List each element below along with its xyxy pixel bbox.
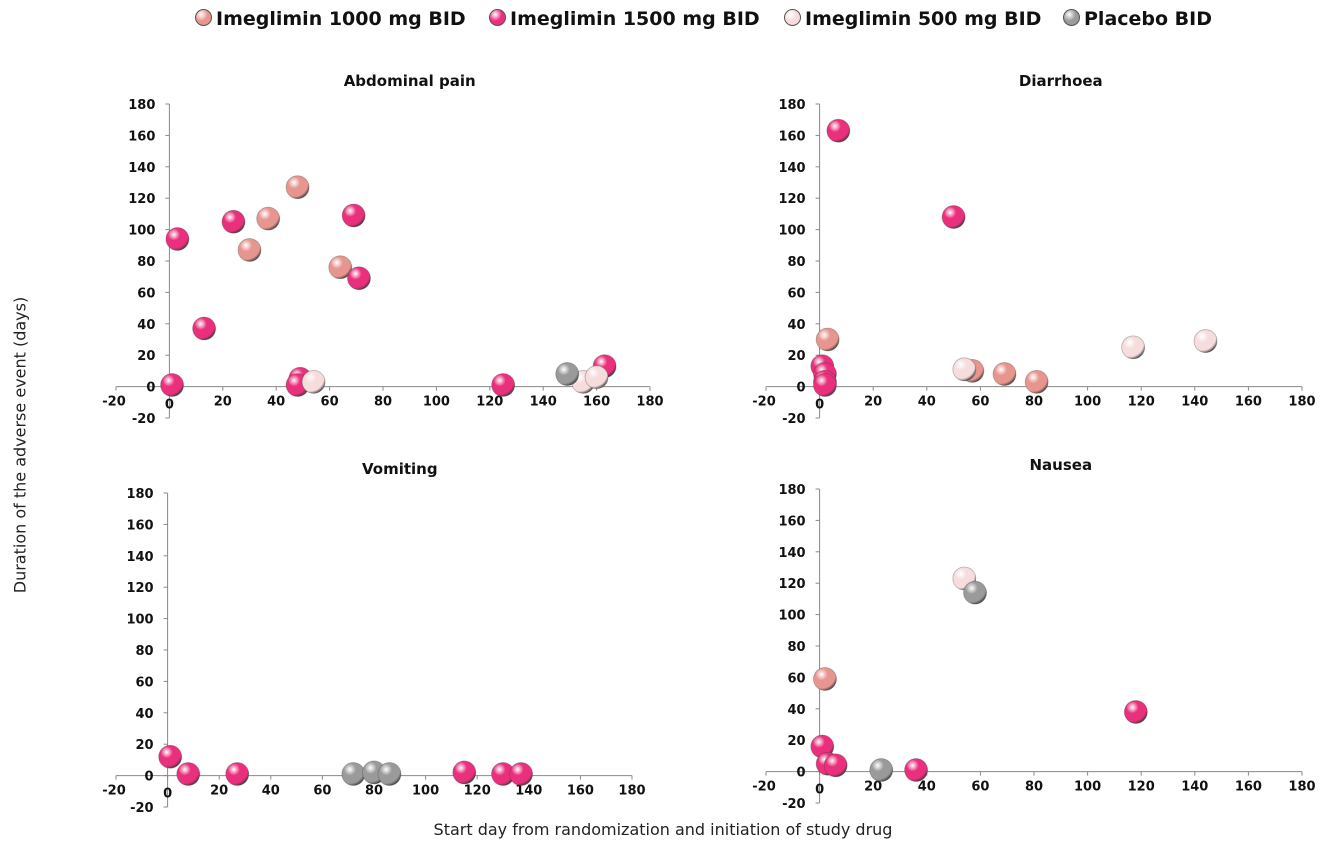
x-tick-label: -20 xyxy=(752,780,776,795)
point-imeglimin-1500-mg-bid xyxy=(905,759,928,782)
y-tick-label: 40 xyxy=(788,703,806,718)
x-tick-label: 180 xyxy=(1288,780,1315,795)
x-tick-label: 20 xyxy=(864,780,882,795)
y-tick-label: 20 xyxy=(788,734,806,749)
x-tick-label: 160 xyxy=(1235,780,1262,795)
point-placebo-bid xyxy=(964,581,987,604)
x-tick-label: 60 xyxy=(971,780,989,795)
y-tick-label: 180 xyxy=(778,483,805,498)
x-axis-label: Start day from randomization and initiat… xyxy=(0,820,1326,839)
y-tick-label: -20 xyxy=(782,797,806,812)
x-tick-label: 80 xyxy=(1025,780,1043,795)
y-tick-label: 80 xyxy=(788,640,806,655)
y-tick-label: 0 xyxy=(797,766,806,781)
x-tick-label: 140 xyxy=(1181,780,1208,795)
point-placebo-bid xyxy=(870,759,893,782)
point-imeglimin-1500-mg-bid xyxy=(1124,700,1147,723)
y-axis-label: Duration of the adverse event (days) xyxy=(11,297,30,593)
x-tick-label: 0 xyxy=(815,783,824,798)
point-imeglimin-1500-mg-bid xyxy=(824,754,847,777)
x-tick-label: 40 xyxy=(918,780,936,795)
x-tick-label: 100 xyxy=(1074,780,1101,795)
panel-title: Nausea xyxy=(1030,456,1093,474)
y-tick-label: 160 xyxy=(778,514,805,529)
y-tick-label: 100 xyxy=(778,609,805,624)
y-tick-label: 140 xyxy=(778,546,805,561)
y-tick-label: 60 xyxy=(788,671,806,686)
point-imeglimin-1000-mg-bid xyxy=(813,667,836,690)
y-tick-label: 120 xyxy=(778,577,805,592)
x-tick-label: 120 xyxy=(1128,780,1155,795)
